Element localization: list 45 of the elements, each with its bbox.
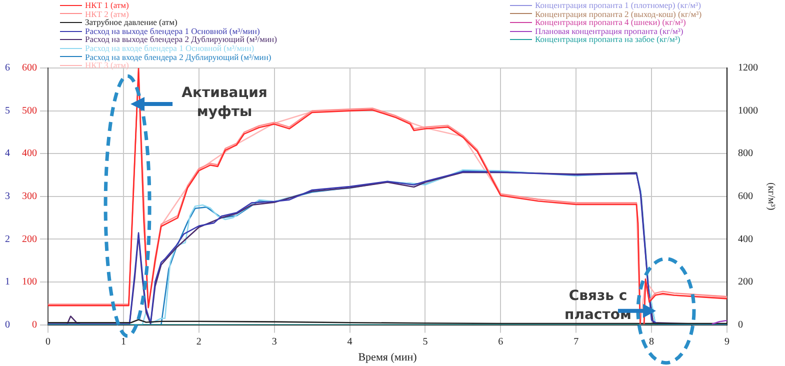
- y3-tick-label: 6: [5, 62, 10, 74]
- y-tick-label: 300: [22, 191, 37, 202]
- y-tick-label: 500: [22, 105, 37, 116]
- y3-tick-label: 0: [5, 319, 10, 330]
- y2-axis-title: (кг/м³): [765, 182, 776, 210]
- legend-label: НКТ 2 (атм): [85, 8, 129, 19]
- y-tick-label: 200: [22, 234, 37, 245]
- x-tick-label: 1: [120, 336, 126, 348]
- x-tick-label: 6: [498, 336, 504, 348]
- y3-tick-label: 3: [5, 191, 10, 202]
- legend-label: Плановая концентрация пропанта (кг/м³): [535, 26, 684, 36]
- y-tick-label: 400: [22, 148, 37, 160]
- y2-tick-label: 1200: [738, 62, 758, 74]
- y-tick-label: 600: [22, 62, 37, 74]
- legend-label: Расход на выходе блендера 1 Основной (м³/мин): [85, 26, 260, 36]
- legend-label: Расход на входе блендера 2 Дублирующий (м³/мин): [85, 52, 272, 62]
- x-tick-label: 9: [724, 336, 730, 348]
- y2-tick-label: 0: [738, 319, 743, 330]
- y2-tick-label: 1000: [738, 105, 758, 116]
- y3-tick-label: 2: [5, 234, 10, 245]
- y2-tick-label: 600: [738, 191, 753, 202]
- x-tick-label: 2: [196, 336, 202, 348]
- y2-tick-label: 200: [738, 276, 753, 288]
- y-tick-label: 100: [22, 276, 37, 288]
- y2-tick-label: 400: [738, 234, 753, 245]
- x-tick-label: 3: [272, 336, 277, 348]
- y3-tick-label: 5: [5, 105, 10, 116]
- y3-tick-label: 4: [5, 148, 10, 160]
- y-tick-label: 0: [32, 319, 37, 330]
- annotation: Связь с пластом: [564, 286, 632, 325]
- annotation: Активация муфты: [180, 84, 268, 122]
- legend-label: Концентрация пропанта 2 (выход-кош) (кг/м³): [535, 8, 702, 19]
- y3-tick-label: 1: [5, 276, 10, 288]
- x-tick-label: 5: [422, 336, 428, 348]
- x-tick-label: 7: [574, 336, 579, 348]
- legend-label: Затрубное давление (атм): [85, 17, 178, 28]
- y2-tick-label: 800: [738, 148, 753, 160]
- legend-label: НКТ 1 (атм): [85, 0, 129, 10]
- legend-label: Концентрация пропанта 1 (плотномер) (кг/м³): [535, 0, 701, 10]
- x-tick-label: 0: [46, 336, 50, 348]
- x-axis-title: Время (мин): [358, 351, 418, 364]
- legend-label: НКТ 3 (атм): [85, 60, 129, 70]
- x-tick-label: 4: [347, 336, 352, 348]
- legend-label: Расход на входе блендера 1 Основной (м³/мин): [85, 42, 254, 53]
- x-tick-label: 8: [649, 336, 654, 348]
